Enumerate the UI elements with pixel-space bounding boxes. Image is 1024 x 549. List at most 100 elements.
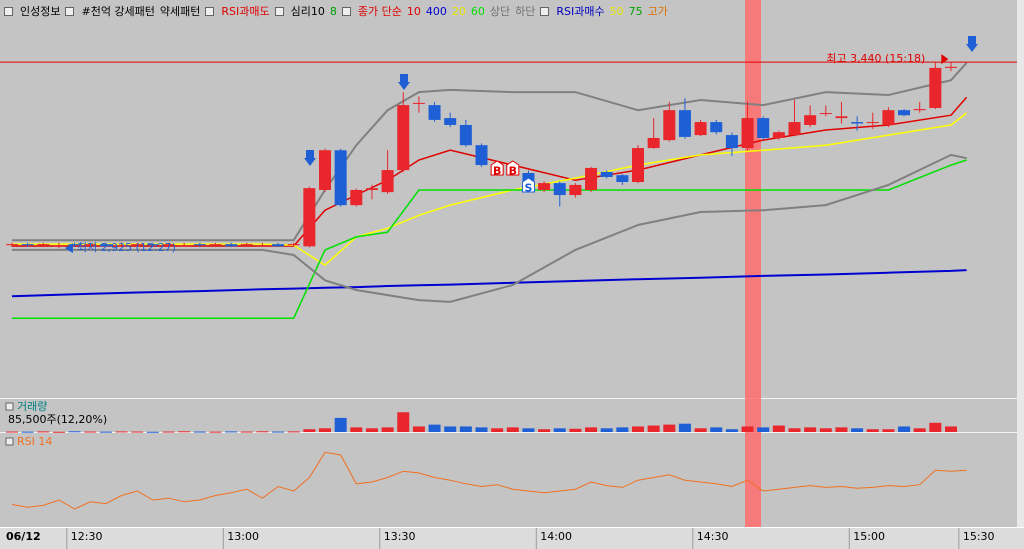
volume-bar bbox=[381, 427, 394, 432]
panel-subtitle: 85,500주(12,20%) bbox=[8, 413, 107, 426]
x-tick-label: 15:30 bbox=[963, 530, 995, 543]
candle-body bbox=[929, 67, 942, 108]
volume-bar bbox=[256, 431, 269, 433]
volume-bar bbox=[21, 431, 34, 433]
candle-body bbox=[757, 118, 770, 138]
candle-body bbox=[741, 118, 754, 149]
legend-entry: 60 bbox=[470, 4, 485, 18]
checkbox[interactable] bbox=[341, 6, 351, 16]
volume-bar bbox=[913, 428, 926, 432]
volume-bar bbox=[52, 431, 65, 433]
candle-body bbox=[52, 245, 65, 247]
indicator-bar: 인성정보 #천억 강세패턴 약세패턴 RSI과매도 심리10 8 종가 단순 10 400 20 6… bbox=[4, 3, 668, 19]
candle-body bbox=[146, 244, 159, 246]
checkbox[interactable] bbox=[65, 6, 75, 16]
overlay-line bbox=[12, 153, 967, 303]
volume-bar bbox=[694, 428, 707, 432]
signal-badge bbox=[521, 177, 535, 193]
candle-body bbox=[663, 110, 676, 141]
candle-body bbox=[616, 175, 629, 183]
volume-bar bbox=[397, 412, 410, 432]
checkbox[interactable] bbox=[274, 6, 284, 16]
volume-bar bbox=[365, 428, 378, 432]
overlay-line bbox=[12, 62, 968, 242]
signal-arrow bbox=[966, 36, 978, 52]
candle-body bbox=[694, 122, 707, 136]
signal-arrow bbox=[398, 74, 410, 90]
x-axis-band bbox=[0, 527, 1024, 549]
candle-body bbox=[162, 244, 175, 246]
volume-bar bbox=[898, 426, 911, 432]
checkbox[interactable] bbox=[5, 402, 14, 411]
volume-bar bbox=[522, 428, 535, 432]
x-tick-label: 12:30 bbox=[71, 530, 103, 543]
candle-body bbox=[303, 188, 316, 247]
indicator-label: #천억 강세패턴 bbox=[81, 5, 155, 18]
candle-body bbox=[350, 189, 363, 206]
candle-body bbox=[334, 150, 347, 206]
candle-body bbox=[21, 244, 34, 246]
candle-body bbox=[678, 110, 691, 137]
volume-bar bbox=[193, 431, 206, 433]
volume-bar bbox=[491, 428, 504, 432]
checkbox[interactable] bbox=[540, 6, 550, 16]
volume-bar bbox=[350, 427, 363, 432]
candle-body bbox=[866, 122, 879, 124]
overlay-line bbox=[12, 112, 968, 267]
indicator-label: 8 bbox=[329, 4, 337, 18]
volume-bar bbox=[506, 427, 519, 432]
low-marker bbox=[64, 243, 73, 254]
low-label: 최저 2,925 (12:27) bbox=[77, 241, 176, 254]
indicator-label: 고가 bbox=[647, 5, 668, 18]
volume-bar bbox=[600, 428, 613, 432]
volume-bar bbox=[741, 426, 754, 432]
checkbox[interactable] bbox=[205, 6, 215, 16]
candle-body bbox=[804, 115, 817, 125]
volume-bar bbox=[835, 427, 848, 432]
overlay-line bbox=[11, 269, 967, 298]
candle-body bbox=[397, 105, 410, 171]
indicator-label: 종가 단순 bbox=[357, 5, 402, 18]
signal-arrow bbox=[304, 150, 316, 166]
candle-body bbox=[209, 244, 222, 246]
volume-bar bbox=[647, 425, 660, 432]
volume-bar bbox=[240, 431, 253, 433]
volume-bar bbox=[678, 423, 691, 432]
indicator-label: 50 bbox=[609, 4, 624, 18]
indicator-label: 약세패턴 bbox=[159, 5, 201, 18]
volume-bar bbox=[272, 431, 285, 433]
candle-body bbox=[412, 102, 425, 104]
x-tick-label: 14:00 bbox=[540, 530, 572, 543]
candle-body bbox=[710, 122, 723, 133]
checkbox[interactable] bbox=[4, 6, 13, 16]
volume-bar bbox=[475, 427, 488, 432]
candle-body bbox=[851, 122, 864, 124]
panel-title: RSI 14 bbox=[17, 435, 52, 448]
candle-body bbox=[585, 167, 598, 190]
signal-label: S bbox=[524, 182, 532, 195]
overlay-line bbox=[12, 96, 968, 247]
signal-label: B bbox=[493, 165, 501, 178]
volume-bar bbox=[882, 429, 895, 432]
volume-bar bbox=[788, 428, 801, 432]
checkbox[interactable] bbox=[5, 437, 14, 446]
indicator-label: 상단 bbox=[489, 5, 511, 18]
candle-body bbox=[68, 244, 81, 246]
volume-bar bbox=[225, 431, 238, 433]
volume-bar bbox=[444, 426, 457, 432]
volume-bar bbox=[757, 427, 770, 432]
candle-body bbox=[444, 118, 457, 125]
candle-body bbox=[569, 184, 582, 196]
volume-bar bbox=[585, 427, 598, 432]
volume-bar bbox=[287, 431, 300, 433]
candle-body bbox=[913, 109, 926, 111]
legend-entry: 20 bbox=[451, 4, 466, 18]
x-tick-label: 13:00 bbox=[227, 530, 259, 543]
indicator-label: 인성정보 bbox=[20, 5, 61, 18]
volume-bar bbox=[131, 431, 144, 433]
candle-body bbox=[600, 171, 613, 177]
volume-bar bbox=[710, 427, 723, 432]
candle-body bbox=[788, 122, 801, 136]
candle-body bbox=[459, 124, 472, 146]
candle-body bbox=[240, 244, 253, 246]
